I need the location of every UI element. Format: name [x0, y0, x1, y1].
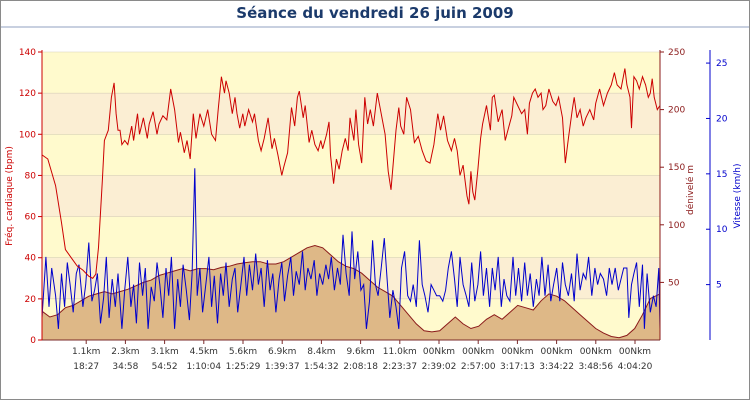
- x-tick-time-label: 3:17:13: [500, 362, 535, 372]
- y-mid-tick-label: 100: [668, 221, 685, 231]
- x-tick-distance-label: 00Nkm: [580, 347, 612, 357]
- background-band: [42, 134, 660, 176]
- x-tick-time-label: 1:10:04: [186, 362, 221, 372]
- y-axis-left-title: Fréq. cardiaque (bpm): [4, 146, 15, 246]
- background-band: [42, 93, 660, 135]
- y-axis-mid-title: dénivelé m: [685, 165, 696, 215]
- axes: [38, 50, 711, 344]
- y-right-tick-label: 10: [716, 225, 728, 235]
- y-left-tick-label: 20: [25, 295, 37, 305]
- y-left-tick-label: 100: [19, 130, 36, 140]
- x-tick-time-label: 4:04:20: [618, 362, 653, 372]
- x-tick-distance-label: 6.9km: [268, 347, 296, 357]
- chart-title: Séance du vendredi 26 juin 2009: [236, 4, 514, 22]
- y-mid-tick-label: 50: [668, 278, 680, 288]
- heart-rate-line: [41, 68, 661, 279]
- x-tick-distance-label: 4.5km: [190, 347, 218, 357]
- y-left-tick-label: 80: [25, 171, 37, 181]
- y-mid-tick-label: 250: [668, 48, 685, 58]
- x-tick-time-label: 1:54:32: [304, 362, 339, 372]
- x-tick-distance-label: 1.1km: [72, 347, 100, 357]
- y-left-tick-label: 40: [25, 254, 37, 264]
- x-tick-distance-label: 5.6km: [229, 347, 257, 357]
- x-tick-distance-label: 2.3km: [111, 347, 139, 357]
- title-divider: [1, 26, 749, 28]
- x-tick-distance-label: 3.1km: [150, 347, 178, 357]
- x-tick-time-label: 34:58: [112, 362, 138, 372]
- x-tick-time-label: 2:39:02: [422, 362, 457, 372]
- y-right-tick-label: 25: [716, 59, 727, 69]
- x-tick-time-label: 1:25:29: [226, 362, 261, 372]
- x-tick-time-label: 2:08:18: [343, 362, 378, 372]
- y-mid-tick-label: 150: [668, 163, 685, 173]
- y-right-tick-label: 5: [716, 281, 722, 291]
- y-right-tick-label: 20: [716, 114, 728, 124]
- y-left-tick-label: 60: [25, 213, 37, 223]
- x-tick-time-label: 3:34:22: [539, 362, 574, 372]
- x-tick-distance-label: 8.4km: [307, 347, 335, 357]
- y-right-tick-label: 15: [716, 170, 727, 180]
- speed-line: [41, 168, 661, 329]
- x-tick-distance-label: 00Nkm: [501, 347, 533, 357]
- x-tick-time-label: 18:27: [73, 362, 99, 372]
- x-tick-time-label: 2:23:37: [382, 362, 417, 372]
- tick-labels: 0 20 40 60 80 100 120 140 50 100 150 200 250 5 10 15 20 2…: [19, 48, 728, 372]
- x-tick-time-label: 54:52: [152, 362, 178, 372]
- y-left-tick-label: 0: [30, 336, 36, 346]
- y-axis-right-title: Vitesse (km/h): [733, 163, 743, 228]
- x-tick-distance-label: 00Nkm: [423, 347, 455, 357]
- background-band: [42, 175, 660, 217]
- x-tick-time-label: 1:39:37: [265, 362, 300, 372]
- x-tick-distance-label: 00Nkm: [462, 347, 494, 357]
- x-tick-distance-label: 00Nkm: [619, 347, 651, 357]
- y-mid-tick-label: 200: [668, 106, 685, 116]
- background-band: [42, 52, 660, 94]
- x-tick-time-label: 2:57:00: [461, 362, 496, 372]
- x-tick-distance-label: 00Nkm: [541, 347, 573, 357]
- y-left-tick-label: 120: [19, 89, 36, 99]
- y-left-tick-label: 140: [19, 48, 36, 58]
- x-tick-time-label: 3:48:56: [578, 362, 613, 372]
- x-tick-distance-label: 9.6km: [346, 347, 374, 357]
- x-tick-distance-label: 11.0km: [383, 347, 417, 357]
